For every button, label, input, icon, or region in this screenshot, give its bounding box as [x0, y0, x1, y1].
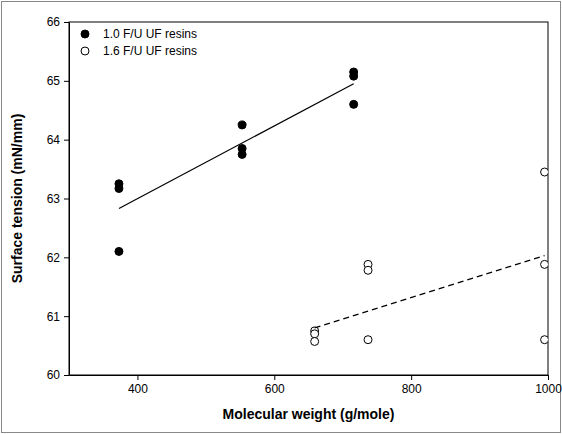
point [541, 336, 548, 344]
y-tick: 61 [47, 310, 69, 324]
x-tick: 400 [128, 375, 148, 396]
y-tick-label: 65 [47, 74, 61, 88]
y-tick-mark [64, 22, 69, 23]
trend-line [315, 256, 545, 328]
point [238, 150, 246, 158]
y-tick: 60 [47, 368, 69, 382]
point [311, 337, 319, 345]
y-tick-label: 63 [47, 192, 61, 206]
x-tick-label: 1000 [535, 382, 562, 396]
legend-label: 1.6 F/U UF resins [103, 44, 197, 58]
legend-label: 1.0 F/U UF resins [103, 27, 197, 41]
y-tick: 65 [47, 74, 69, 88]
y-tick: 62 [47, 251, 69, 265]
x-axis-line [70, 375, 549, 376]
point [311, 330, 319, 338]
x-tick-mark [411, 375, 412, 380]
y-tick: 64 [47, 133, 69, 147]
x-tick-label: 800 [402, 382, 422, 396]
plot-marks [115, 68, 548, 345]
y-axis: 60 61 62 63 64 65 66 [47, 15, 70, 382]
y-tick-label: 61 [47, 310, 61, 324]
point [364, 266, 372, 274]
x-tick-label: 600 [265, 382, 285, 396]
legend-marker [81, 30, 89, 38]
x-tick-label: 400 [128, 382, 148, 396]
point [238, 121, 246, 129]
y-tick-mark [64, 257, 69, 258]
point [115, 184, 123, 192]
legend-marker [81, 47, 89, 55]
legend: 1.0 F/U UF resins 1.6 F/U UF resins [81, 27, 197, 58]
y-tick-label: 62 [47, 251, 61, 265]
x-tick: 600 [265, 375, 285, 396]
y-tick-mark [64, 140, 69, 141]
x-tick: 800 [402, 375, 422, 396]
y-tick-label: 60 [47, 368, 61, 382]
y-tick: 66 [47, 15, 69, 29]
y-tick: 63 [47, 192, 69, 206]
x-tick-mark [274, 375, 275, 380]
point [541, 168, 548, 176]
point [350, 100, 358, 108]
y-axis-line [69, 23, 70, 376]
point [115, 247, 123, 255]
chart: 400 600 800 1000 60 61 62 63 64 65 66 Molecular wei… [0, 0, 562, 434]
y-tick-label: 66 [47, 15, 61, 29]
y-axis-title: Surface tension (mN/mm) [9, 114, 25, 284]
x-tick-mark [137, 375, 138, 380]
y-tick-mark [64, 199, 69, 200]
x-axis: 400 600 800 1000 [70, 375, 562, 396]
point [350, 72, 358, 80]
outer-border [2, 2, 561, 433]
trend-line [119, 84, 354, 209]
y-tick-mark [64, 316, 69, 317]
x-tick-mark [548, 375, 549, 380]
y-tick-mark [64, 375, 69, 376]
point [541, 260, 548, 268]
plot-frame [69, 22, 548, 375]
x-axis-title: Molecular weight (g/mole) [223, 406, 395, 422]
y-tick-mark [64, 81, 69, 82]
x-tick: 1000 [535, 375, 562, 396]
point [364, 336, 372, 344]
y-tick-label: 64 [47, 133, 61, 147]
